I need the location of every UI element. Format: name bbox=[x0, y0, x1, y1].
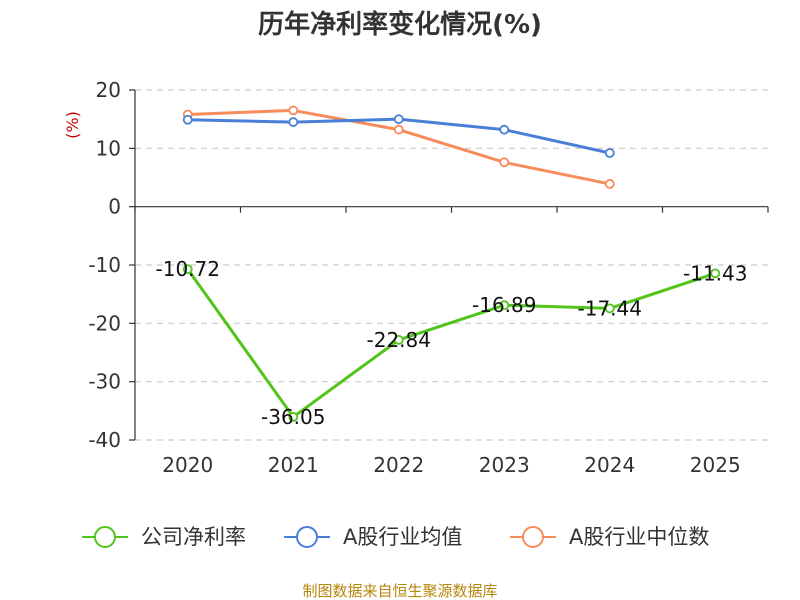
data-label: -11.43 bbox=[683, 261, 747, 285]
legend-label-company-net-margin: 公司净利率 bbox=[141, 525, 246, 549]
legend-item-company-net-margin[interactable]: 公司净利率 bbox=[82, 525, 246, 549]
y-tick-label: -40 bbox=[88, 428, 121, 452]
legend-label-industry-median: A股行业中位数 bbox=[569, 525, 709, 549]
x-tick-label: 2025 bbox=[690, 453, 741, 477]
data-point-company-net-margin[interactable] bbox=[710, 268, 721, 279]
data-point-company-net-margin[interactable] bbox=[288, 412, 299, 422]
y-tick-label: 10 bbox=[96, 136, 121, 160]
y-tick-label: 0 bbox=[108, 195, 121, 219]
y-tick-label: -10 bbox=[88, 253, 121, 277]
y-tick-label: -30 bbox=[88, 370, 121, 394]
data-point-industry-median[interactable] bbox=[393, 124, 404, 135]
x-tick-label: 2024 bbox=[584, 453, 635, 477]
x-tick-label: 2023 bbox=[479, 453, 530, 477]
data-point-industry-median[interactable] bbox=[499, 157, 510, 168]
data-label: -10.72 bbox=[156, 257, 220, 281]
data-label: -16.89 bbox=[472, 293, 536, 317]
series-lines bbox=[182, 105, 721, 422]
gridlines bbox=[135, 89, 768, 441]
data-point-industry-average[interactable] bbox=[393, 114, 404, 125]
chart-title: 历年净利率变化情况(%) bbox=[258, 9, 542, 40]
data-point-company-net-margin[interactable] bbox=[182, 264, 193, 275]
data-point-industry-average[interactable] bbox=[604, 148, 615, 158]
x-tick-label: 2022 bbox=[373, 453, 424, 477]
axes: 20 10 0 -10 -20 -30 -40 2020 2021 2022 2023 2024 202… bbox=[88, 78, 769, 477]
legend-item-industry-average[interactable]: A股行业均值 bbox=[284, 525, 462, 549]
data-labels: -10.72 -36.05 -22.84 -16.89 -17.44 -11.43 bbox=[156, 257, 748, 429]
y-tick-label: 20 bbox=[96, 78, 121, 102]
y-tick-label: -20 bbox=[88, 311, 121, 335]
data-label: -17.44 bbox=[578, 296, 642, 320]
data-source-note: 制图数据来自恒生聚源数据库 bbox=[302, 582, 497, 600]
data-point-company-net-margin[interactable] bbox=[499, 300, 510, 311]
data-point-industry-median[interactable] bbox=[288, 105, 299, 116]
y-axis-unit-label: (%) bbox=[63, 111, 82, 139]
data-label: -22.84 bbox=[367, 328, 431, 352]
data-point-industry-median[interactable] bbox=[604, 179, 615, 189]
legend-item-industry-median[interactable]: A股行业中位数 bbox=[510, 525, 709, 549]
data-point-industry-average[interactable] bbox=[499, 124, 510, 135]
data-point-company-net-margin[interactable] bbox=[604, 303, 615, 314]
data-point-industry-average[interactable] bbox=[288, 117, 299, 127]
series-line-company-net-margin bbox=[186, 268, 716, 419]
data-point-company-net-margin[interactable] bbox=[393, 334, 404, 345]
x-tick-label: 2021 bbox=[268, 453, 319, 477]
x-tick-label: 2020 bbox=[162, 453, 213, 477]
legend-label-industry-average: A股行业均值 bbox=[343, 525, 462, 549]
data-point-industry-average[interactable] bbox=[182, 114, 193, 125]
legend[interactable]: 公司净利率 A股行业均值 A股行业中位数 bbox=[82, 525, 709, 549]
data-label: -36.05 bbox=[261, 405, 325, 429]
